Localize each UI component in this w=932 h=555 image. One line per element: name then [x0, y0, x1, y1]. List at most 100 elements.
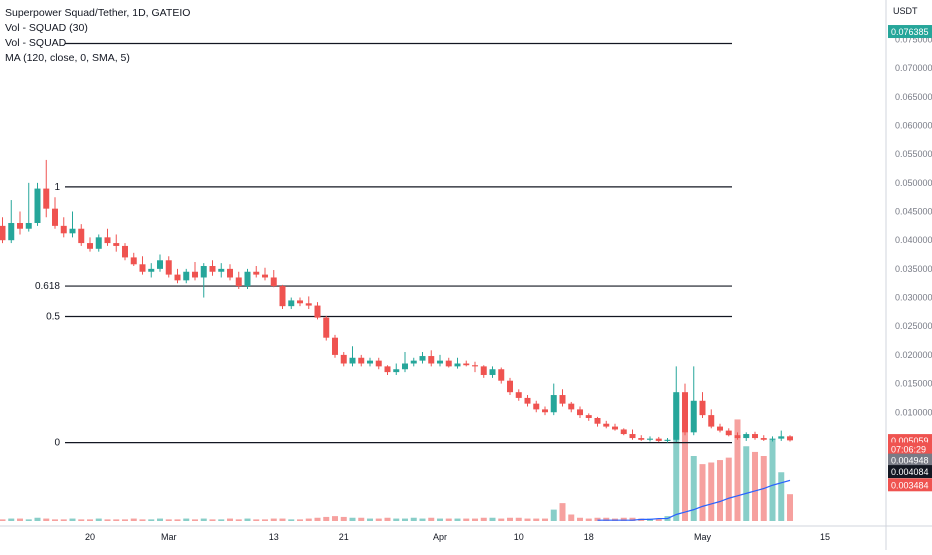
volume-indicator-label-2[interactable]: Vol - SQUAD [5, 37, 67, 49]
volume-bar [200, 518, 207, 521]
price-badge[interactable] [888, 442, 932, 456]
volume-bars [0, 395, 793, 521]
candle-body [612, 426, 618, 430]
candle-body [235, 277, 242, 287]
candle-body [629, 434, 636, 439]
volume-bar [769, 439, 776, 521]
volume-bar [752, 451, 758, 521]
candle-body [192, 271, 198, 278]
volume-bar [340, 516, 347, 521]
volume-bar [717, 460, 723, 521]
volume-bar [0, 519, 6, 521]
moving-average-label[interactable]: MA (120, close, 0, SMA, 5) [5, 52, 130, 64]
volume-bar [113, 519, 120, 521]
fib-level-label: 0.618 [35, 281, 60, 292]
candle-body [638, 438, 645, 440]
candle-body [60, 225, 67, 234]
candle-body [87, 243, 93, 249]
candle-body [297, 300, 303, 304]
volume-bar [778, 472, 785, 521]
volume-bar [787, 494, 793, 521]
candle-body [402, 363, 408, 370]
volume-bar [253, 519, 260, 521]
time-tick-label: 21 [339, 532, 349, 542]
time-axis[interactable]: 20 Mar 13 21 Apr 10 18 May 15 [85, 532, 830, 542]
candle-body [690, 400, 697, 433]
candle-body [559, 395, 566, 404]
candle-body [428, 356, 435, 364]
candle-body [568, 403, 575, 410]
volume-bar [17, 518, 23, 521]
price-badge[interactable] [888, 478, 932, 492]
price-tick-label: 0.065000 [895, 92, 932, 102]
volume-bar [52, 519, 58, 521]
candle-body [769, 438, 776, 440]
candle-body [594, 417, 601, 424]
time-tick-label: Mar [161, 532, 177, 542]
time-tick-label: 18 [584, 532, 594, 542]
candle-body [515, 392, 522, 398]
price-badge-label: 0.004948 [891, 456, 929, 466]
volume-indicator-label[interactable]: Vol - SQUAD (30) [5, 22, 88, 34]
volume-bar [402, 518, 408, 521]
candle-body [25, 222, 32, 229]
volume-bar [34, 517, 41, 521]
volume-bar [8, 518, 15, 521]
candle-body [708, 415, 715, 427]
volume-bar [139, 519, 146, 521]
volume-bar [734, 419, 741, 521]
price-tick-label: 0.015000 [895, 379, 932, 389]
volume-bar [498, 518, 505, 521]
fib-level-label: 1 [54, 182, 60, 193]
price-tick-label: 0.060000 [895, 121, 932, 131]
candle-body [375, 360, 382, 367]
fibonacci-retracement[interactable]: 1 0.618 0.5 0 [35, 42, 732, 449]
chart-legend: Superpower Squad/Tether, 1D, GATEIO Vol … [5, 6, 190, 66]
candle-body [647, 438, 653, 440]
price-tick-label: 0.055000 [895, 149, 932, 159]
candle-body [620, 429, 627, 435]
candle-body [104, 237, 111, 244]
volume-bar [87, 519, 93, 521]
candle-body [734, 435, 741, 439]
candle-body [288, 300, 295, 307]
price-badge-label: 0.004084 [891, 467, 929, 477]
candle-body [489, 369, 496, 375]
fib-level-label: 0 [54, 438, 60, 449]
candle-body [340, 354, 347, 364]
volume-bar [524, 518, 531, 521]
time-tick-label: May [694, 532, 712, 542]
candle-body [122, 245, 128, 258]
volume-bar [463, 518, 470, 521]
volume-bar [192, 519, 198, 521]
volume-bar [480, 517, 487, 521]
volume-bar [445, 518, 452, 521]
candle-body [533, 403, 540, 410]
volume-bar [410, 517, 417, 521]
price-badge[interactable] [888, 453, 932, 467]
time-tick-label: 13 [269, 532, 279, 542]
candle-body [95, 237, 102, 249]
price-axis[interactable]: USDT 0.075000 0.070000 0.065000 0.060000 0.05… [888, 6, 932, 492]
price-badge[interactable] [888, 25, 932, 39]
candle-body [270, 277, 277, 287]
candle-body [209, 266, 216, 272]
price-badge[interactable] [888, 465, 932, 479]
volume-bar [358, 517, 365, 521]
price-badge-label: 0.005059 [891, 436, 929, 446]
volume-bar [130, 518, 137, 521]
volume-bar [367, 518, 373, 521]
candle-body [699, 400, 706, 416]
volume-bar [384, 517, 391, 521]
price-tick-label: 0.035000 [895, 264, 932, 274]
price-tick-label: 0.020000 [895, 350, 932, 360]
symbol-title[interactable]: Superpower Squad/Tether, 1D, GATEIO [5, 7, 191, 19]
time-tick-label: 15 [820, 532, 830, 542]
candle-body [139, 264, 146, 272]
volume-bar [165, 519, 172, 521]
candle-body [244, 271, 251, 287]
candle-body [183, 271, 190, 281]
